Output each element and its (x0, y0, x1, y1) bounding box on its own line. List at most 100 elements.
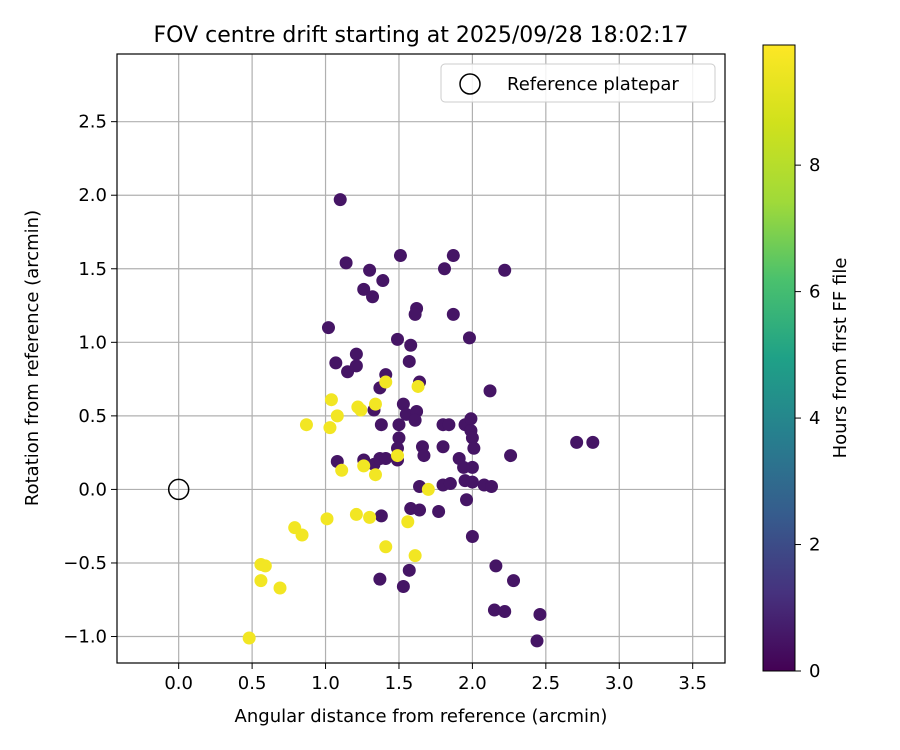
x-tick-label: 1.0 (311, 673, 340, 694)
data-point (379, 540, 393, 554)
data-point (498, 605, 512, 619)
data-point (437, 262, 451, 276)
data-point (349, 347, 363, 361)
data-point (363, 263, 377, 277)
colorbar-tick-label: 2 (809, 535, 820, 556)
data-point (349, 359, 363, 373)
data-point (374, 509, 388, 523)
data-point (432, 504, 446, 518)
data-point (379, 375, 393, 389)
data-point (465, 431, 479, 445)
data-point (321, 321, 335, 335)
colorbar-tick-label: 6 (809, 282, 820, 303)
data-point (460, 493, 474, 507)
data-point (374, 418, 388, 432)
y-axis-ticks: −1.0 −0.5 0.0 0.5 1.0 1.5 2.0 2.5 (63, 112, 117, 648)
colorbar-label: Hours from first FF file (830, 258, 851, 459)
data-point (507, 574, 521, 588)
data-point (324, 393, 338, 407)
reference-platepar-marker (167, 478, 190, 501)
data-point (363, 510, 377, 524)
data-point (442, 418, 456, 432)
data-point (329, 356, 343, 370)
legend-marker-icon (459, 73, 481, 95)
data-point (464, 412, 478, 426)
data-point (376, 274, 390, 288)
data-point (368, 468, 382, 482)
data-point (421, 482, 435, 496)
data-point (570, 435, 584, 449)
y-tick-label: −0.5 (63, 553, 107, 574)
data-point (402, 354, 416, 368)
data-point (504, 449, 518, 463)
y-tick-label: −1.0 (63, 627, 107, 648)
data-point (330, 409, 344, 423)
data-point (258, 559, 272, 573)
data-point (254, 574, 268, 588)
data-point (465, 460, 479, 474)
data-point (483, 384, 497, 398)
data-point (391, 449, 405, 463)
data-point (487, 603, 501, 617)
data-point (446, 307, 460, 321)
x-tick-label: 1.5 (385, 673, 414, 694)
data-point (465, 475, 479, 489)
data-point (357, 459, 371, 473)
data-point (273, 581, 287, 595)
x-axis-label: Angular distance from reference (arcmin) (235, 706, 608, 727)
y-tick-label: 1.5 (78, 259, 107, 280)
data-point (379, 452, 393, 466)
data-point (242, 631, 256, 645)
x-tick-label: 3.5 (678, 673, 707, 694)
data-point (366, 290, 380, 304)
data-point (333, 193, 347, 207)
data-point (484, 479, 498, 493)
data-point (467, 441, 481, 455)
colorbar-tick-label: 0 (809, 661, 820, 682)
y-tick-label: 0.0 (78, 479, 107, 500)
data-point (335, 463, 349, 477)
data-point (391, 332, 405, 346)
data-point (408, 307, 422, 321)
colorbar-ticks: 0 2 4 6 8 (795, 155, 820, 682)
data-point (465, 529, 479, 543)
plot-frame (116, 53, 726, 664)
data-point (323, 421, 337, 435)
data-points (242, 193, 600, 648)
data-point (436, 440, 450, 454)
data-point (402, 563, 416, 577)
data-point (443, 477, 457, 491)
data-point (411, 379, 425, 393)
data-point (401, 515, 415, 529)
data-point (373, 572, 387, 586)
legend-entry-reference-platepar: Reference platepar (507, 74, 679, 95)
data-point (586, 435, 600, 449)
legend-box (440, 63, 716, 103)
legend: Reference platepar (440, 63, 716, 103)
x-tick-label: 3.0 (605, 673, 634, 694)
data-point (354, 403, 368, 417)
chart-title: FOV centre drift starting at 2025/09/28 … (154, 23, 689, 48)
data-point (392, 418, 406, 432)
data-point (489, 559, 503, 573)
data-point (339, 256, 353, 270)
y-tick-label: 2.5 (78, 112, 107, 133)
data-point (368, 397, 382, 411)
x-tick-label: 2.0 (458, 673, 487, 694)
data-point (408, 413, 422, 427)
data-point (396, 397, 410, 411)
data-point (408, 549, 422, 563)
data-point (462, 331, 476, 345)
colorbar-tick-label: 8 (809, 155, 820, 176)
y-axis-label: Rotation from reference (arcmin) (22, 210, 43, 506)
data-point (392, 431, 406, 445)
data-point (530, 634, 544, 648)
data-point (404, 338, 418, 352)
colorbar: 0 2 4 6 8 Hours from first FF file (762, 44, 851, 682)
data-point (533, 607, 547, 621)
data-point (413, 503, 427, 517)
grid (117, 54, 725, 663)
data-point (320, 512, 334, 526)
x-tick-label: 2.5 (532, 673, 561, 694)
